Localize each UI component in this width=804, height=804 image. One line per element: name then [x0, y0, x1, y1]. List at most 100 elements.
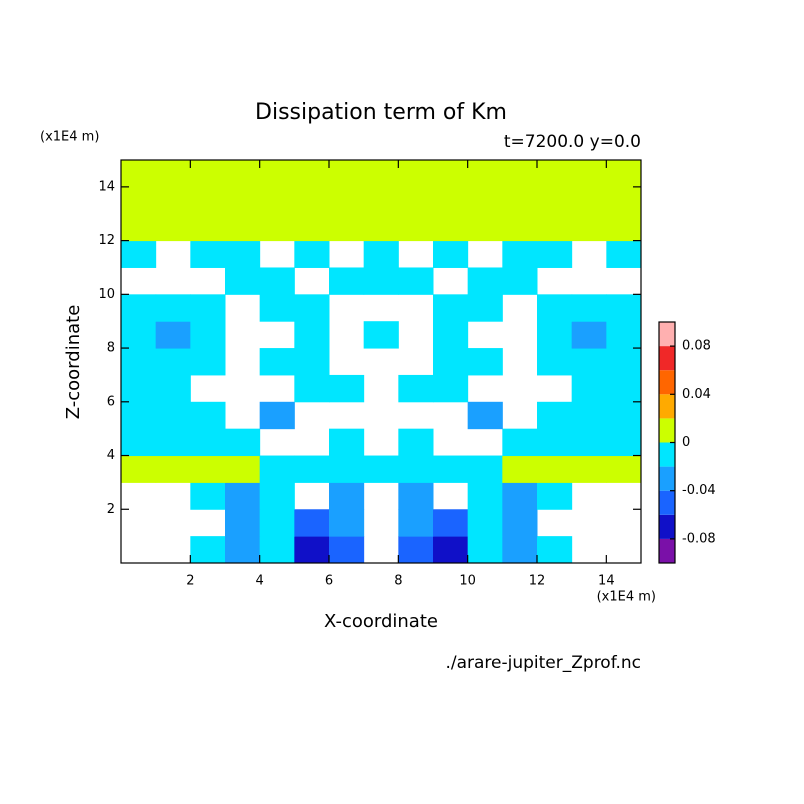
contour-cell [398, 482, 434, 510]
contour-cell [225, 213, 261, 242]
contour-cell [571, 348, 607, 376]
contour-cell [121, 160, 157, 188]
contour-cell [467, 401, 503, 430]
contour-cell [190, 321, 226, 349]
contour-cell [502, 240, 538, 268]
y-tick-label: 10 [98, 287, 115, 302]
colorbar-band [659, 394, 675, 419]
contour-cell [294, 321, 330, 349]
contour-cell [398, 536, 434, 564]
contour-cell [259, 267, 295, 295]
footer: ./arare-jupiter_Zprof.nc [445, 653, 641, 673]
x-tick-label: 8 [394, 574, 402, 589]
x-tick-label: 2 [186, 574, 194, 589]
contour-cell [606, 160, 642, 188]
contour-cell [537, 428, 573, 457]
contour-cell [571, 428, 607, 457]
contour-cell [606, 374, 642, 403]
x-tick-label: 12 [529, 574, 546, 589]
contour-cell [121, 321, 157, 349]
colorbar-band [659, 442, 675, 467]
contour-cell [398, 186, 434, 215]
colorbar-band [659, 490, 675, 515]
chart-title: Dissipation term of Km [255, 100, 507, 125]
contour-cell [259, 509, 295, 537]
contour-cell [190, 213, 226, 242]
contour-cell [363, 321, 399, 349]
contour-cell [329, 213, 365, 242]
contour-cell [433, 455, 469, 483]
contour-cell [294, 186, 330, 215]
contour-cell [121, 294, 157, 322]
contour-cell [433, 213, 469, 242]
y-tick-label: 8 [107, 341, 115, 356]
contour-cell [155, 213, 191, 242]
contour-cell [121, 428, 157, 457]
contour-cell [155, 294, 191, 322]
colorbar-band [659, 322, 675, 347]
contour-cell [467, 348, 503, 376]
contour-cell [190, 348, 226, 376]
colorbar-tick-label: -0.04 [682, 483, 716, 498]
contour-cell [225, 428, 261, 457]
contour-cell [502, 536, 538, 564]
contour-cell [294, 509, 330, 537]
contour-cell [190, 160, 226, 188]
contour-cell [190, 482, 226, 510]
contour-cell [294, 294, 330, 322]
y-unit: (x1E4 m) [40, 130, 99, 145]
contour-cell [155, 401, 191, 430]
contour-cell [294, 536, 330, 564]
contour-cell [363, 213, 399, 242]
contour-cell [571, 294, 607, 322]
contour-cell [433, 321, 469, 349]
contour-cell [467, 455, 503, 483]
contour-cell [502, 160, 538, 188]
contour-cell [225, 536, 261, 564]
contour-cell [606, 186, 642, 215]
contour-cell [467, 536, 503, 564]
contour-cell [225, 455, 261, 483]
contour-cell [398, 213, 434, 242]
contour-cell [121, 213, 157, 242]
contour-cell [259, 482, 295, 510]
y-tick-label: 6 [107, 394, 115, 409]
contour-cell [433, 294, 469, 322]
contour-cell [363, 455, 399, 483]
colorbar-band [659, 370, 675, 395]
contour-cell [190, 240, 226, 268]
contour-cell [259, 455, 295, 483]
contour-cell [537, 186, 573, 215]
colorbar-tick-label: -0.08 [682, 531, 716, 546]
colorbar-band [659, 418, 675, 443]
contour-cell [155, 321, 191, 349]
contour-cell [294, 348, 330, 376]
contour-cell [259, 401, 295, 430]
contour-cell [190, 401, 226, 430]
contour-cell [259, 536, 295, 564]
contour-cell [155, 428, 191, 457]
contour-cell [467, 160, 503, 188]
contour-cell [329, 267, 365, 295]
contour-cell [155, 186, 191, 215]
contour-cell [225, 160, 261, 188]
contour-cell [502, 186, 538, 215]
contour-cell [190, 536, 226, 564]
contour-cell [329, 509, 365, 537]
contour-cell [537, 294, 573, 322]
colorbar-tick-label: 0.08 [682, 339, 711, 354]
colorbar-tick-label: 0.04 [682, 387, 711, 402]
x-tick-label: 14 [598, 574, 615, 589]
x-unit: (x1E4 m) [597, 590, 656, 605]
contour-cell [606, 240, 642, 268]
contour-cell [606, 213, 642, 242]
contour-cell [606, 401, 642, 430]
contour-cell [329, 160, 365, 188]
contour-cell [467, 213, 503, 242]
contour-cell [155, 348, 191, 376]
contour-cell [294, 160, 330, 188]
contour-cell [121, 401, 157, 430]
contour-cell [294, 213, 330, 242]
contour-cell [329, 536, 365, 564]
